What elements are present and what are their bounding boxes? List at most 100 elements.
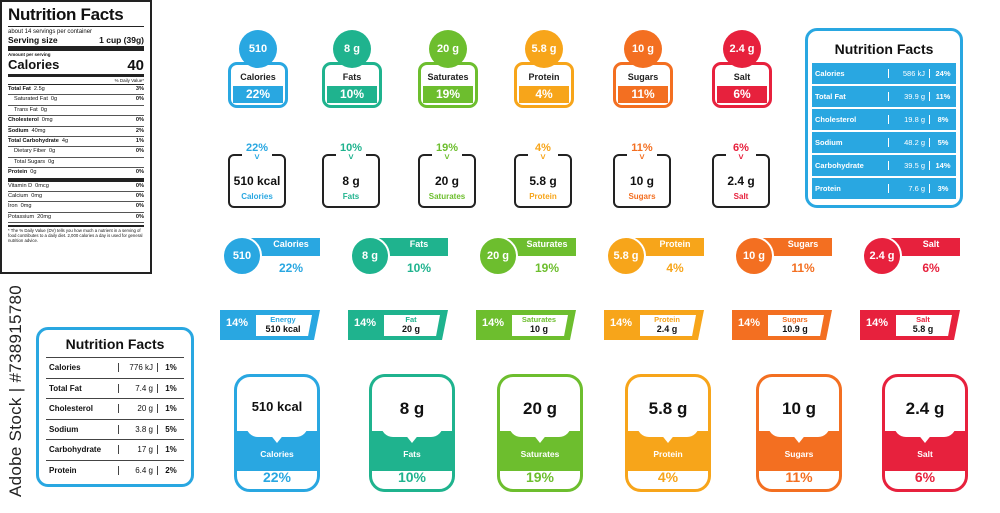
- badge-value: 2.4 g: [729, 43, 755, 55]
- serving-size-label: Serving size: [8, 35, 58, 45]
- badge-percent: 11%: [791, 261, 815, 275]
- nutrient-badge: 14% Fat 20 g: [348, 310, 448, 342]
- row-percent: 1%: [157, 363, 184, 373]
- card-value: 8 g: [399, 399, 425, 418]
- row-amount: 39.9 g: [888, 92, 929, 101]
- badge-value: 510 kcal: [265, 324, 301, 334]
- badge-name: Fat: [405, 315, 417, 324]
- nutrient-name-group: Calcium 0mg: [8, 192, 42, 201]
- row-amount: 6.4 g: [118, 465, 157, 475]
- row-amount: 17 g: [118, 445, 157, 455]
- nutrient-name: Calcium: [8, 192, 29, 199]
- nutrient-badge: 19% ˅ 20 g Saturates: [418, 140, 476, 208]
- table-row: Sodium 3.8 g 5%: [46, 418, 184, 440]
- value-circle: 20 g: [429, 30, 467, 68]
- calories-row: Calories 40: [8, 57, 144, 77]
- nutrient-badge: 5.8 g Protein 4%: [514, 30, 574, 108]
- badge-value: 8 g: [362, 250, 378, 262]
- servings-per-container: about 14 servings per container: [8, 29, 93, 35]
- value-circle: 2.4 g: [723, 30, 761, 68]
- row-percent: 5%: [929, 138, 956, 147]
- nutrient-name-group: Total Carbohydrate 4g: [8, 137, 68, 146]
- nutrient-name: Trans Fat: [14, 106, 38, 113]
- badge-percent: 14%: [738, 317, 761, 329]
- nutrient-name-group: Saturated Fat 0g: [14, 95, 57, 104]
- badge-value: 10 g: [629, 174, 654, 188]
- badge-name: Protein: [659, 239, 691, 249]
- nutrient-name-group: Protein 0g: [8, 168, 37, 177]
- nutrient-name: Total Sugars: [14, 158, 46, 165]
- nutrient-row: Cholesterol 0mg 0%: [8, 116, 144, 127]
- badge-percent: 14%: [482, 317, 505, 329]
- badge-value: 8 g: [342, 174, 360, 188]
- card-name: Saturates: [520, 449, 560, 459]
- nutrient-rows: Calories 586 kJ 24% Total Fat 39.9 g 11% Chole…: [812, 63, 956, 199]
- bubble-pointer: [532, 433, 548, 443]
- ribbon-inner: [768, 315, 824, 336]
- nutrient-badge: 22% ˅ 510 kcal Calories: [228, 140, 286, 208]
- nutrient-row: Dietary Fiber 0g 0%: [8, 147, 144, 158]
- nutrient-name-group: Dietary Fiber 0g: [14, 147, 55, 156]
- badge-value: 10 g: [742, 250, 765, 262]
- table-row: Calories 586 kJ 24%: [812, 63, 956, 84]
- value-circle: 2.4 g: [862, 236, 902, 276]
- bubble-pointer: [917, 433, 933, 443]
- badge-percent: 14%: [866, 317, 889, 329]
- row-amount: 39.5 g: [888, 161, 929, 170]
- nutrient-name: Dietary Fiber: [14, 148, 47, 155]
- badge-percent: 6%: [922, 261, 940, 275]
- nutrition-facts-label-classic: Nutrition Facts about 14 servings per co…: [0, 0, 152, 274]
- badge-percent: 4%: [666, 261, 684, 275]
- badge-value: 5.8 g: [529, 174, 557, 188]
- calories-value: 40: [127, 57, 144, 74]
- ribbon-inner: [896, 315, 952, 336]
- value-circle: 510: [239, 30, 277, 68]
- card-percent: 19%: [525, 469, 555, 485]
- row-percent: 11%: [929, 92, 956, 101]
- badge-name: Fats: [342, 192, 360, 201]
- nutrient-percent: 2%: [135, 127, 144, 134]
- calories-label: Calories: [8, 57, 60, 72]
- nutrient-amount: 0mg: [31, 192, 43, 199]
- badge-value: 10.9 g: [782, 324, 808, 334]
- table-row: Carbohydrate 17 g 1%: [46, 439, 184, 460]
- ribbon-inner: [384, 315, 440, 336]
- nutrient-percent: 0%: [135, 148, 144, 155]
- nutrient-amount: 0g: [50, 96, 58, 103]
- row-name: Sodium: [49, 424, 79, 434]
- stock-watermark: Adobe Stock | #738915780: [6, 285, 25, 498]
- row-amount: 7.6 g: [888, 184, 929, 193]
- badge-name: Saturates: [521, 315, 557, 324]
- nutrient-name: Potassium: [8, 213, 35, 220]
- badge-percent: 22%: [245, 142, 269, 154]
- badge-name: Saturates: [428, 192, 466, 201]
- value-circle: 8 g: [333, 30, 371, 68]
- value-circle: 5.8 g: [525, 30, 563, 68]
- nutrient-name-group: Total Fat 2.5g: [8, 85, 45, 94]
- nutrient-badge: 14% Salt 5.8 g: [860, 310, 960, 342]
- row-name: Carbohydrate: [815, 161, 864, 170]
- badge-value: 5.8 g: [912, 324, 934, 334]
- table-row: Total Fat 39.9 g 11%: [812, 86, 956, 107]
- nutrient-amount: 40mg: [31, 127, 46, 134]
- badge-value: 8 g: [344, 43, 360, 55]
- badge-value: 20 g: [434, 174, 459, 188]
- speech-bubble: [509, 387, 571, 437]
- nutrient-name-group: Trans Fat 0g: [14, 106, 47, 115]
- badge-percent: 19%: [435, 142, 459, 154]
- badge-value: 10 g: [631, 43, 654, 55]
- nutrient-badge: 11% ˅ 10 g Sugars: [613, 140, 671, 208]
- row-percent: 3%: [929, 184, 956, 193]
- row-name: Cholesterol: [49, 404, 94, 414]
- row-percent: 1%: [157, 383, 184, 393]
- badge-name: Protein: [529, 192, 557, 201]
- nutrient-amount: 0mg: [41, 117, 53, 124]
- speech-bubble: [768, 387, 830, 437]
- chevron-down-icon: ˅: [444, 152, 450, 162]
- badge-percent: 22%: [278, 261, 304, 275]
- badge-percent: 19%: [423, 86, 473, 103]
- value-circle: 5.8 g: [606, 236, 646, 276]
- nutrient-card: 10 g Sugars 11%: [756, 374, 842, 492]
- chevron-down-icon: ˅: [254, 152, 260, 162]
- nutrient-badge: 14% Sugars 10.9 g: [732, 310, 832, 342]
